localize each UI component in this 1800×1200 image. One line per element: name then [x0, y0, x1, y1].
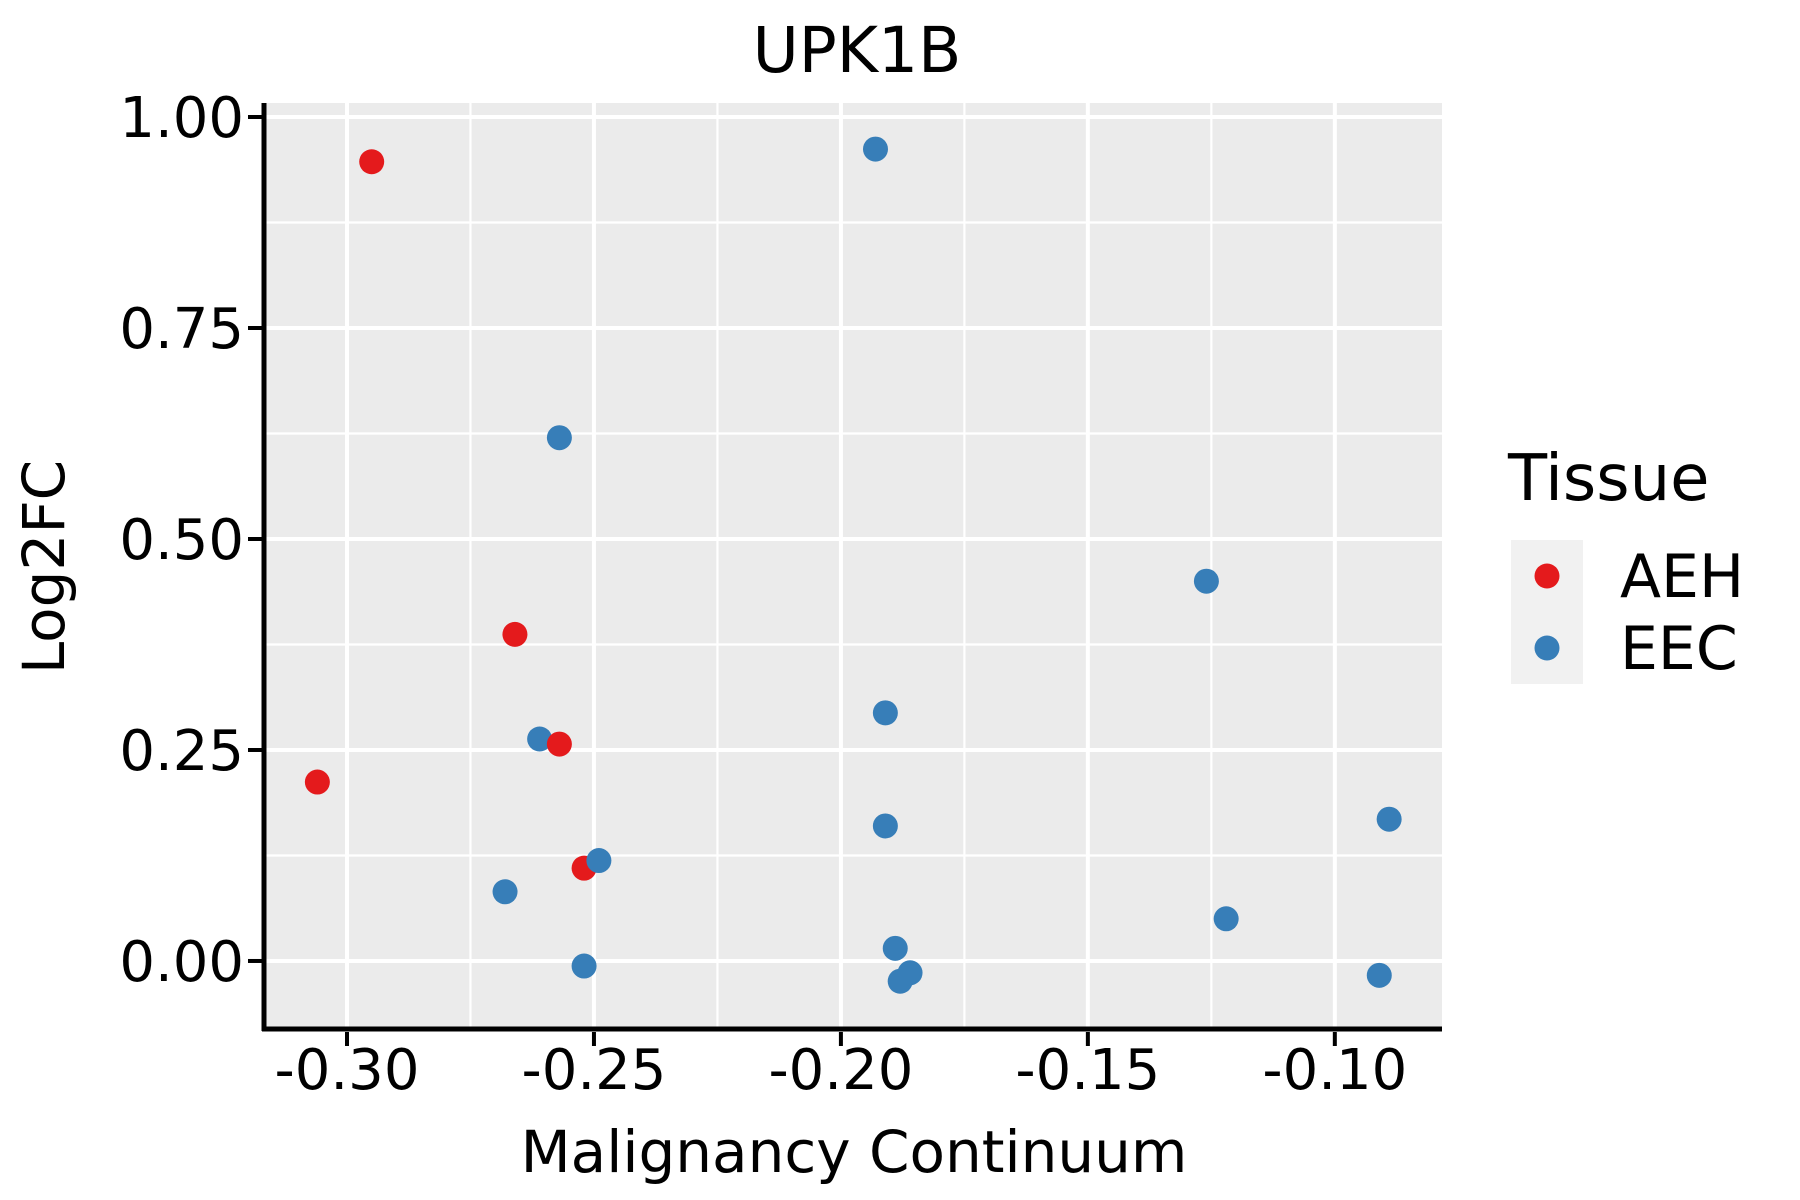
data-point-eec [1376, 806, 1402, 832]
minor-gridlines [266, 103, 1442, 1029]
data-points [304, 136, 1402, 994]
data-point-eec [492, 879, 518, 905]
y-tick-label: 0.50 [119, 508, 244, 573]
x-axis-label: Malignancy Continuum [521, 1118, 1188, 1186]
data-point-eec [527, 726, 553, 752]
x-tick-marks [345, 1032, 1337, 1046]
data-point-eec [546, 425, 572, 451]
data-point-eec [872, 700, 898, 726]
data-point-eec [872, 813, 898, 839]
y-tick-label: 1.00 [119, 86, 244, 151]
y-tick-label: 0.00 [119, 930, 244, 995]
y-tick-labels: 0.00 0.25 0.50 0.75 1.00 [119, 86, 244, 995]
y-axis-label: Log2FC [10, 460, 78, 674]
x-tick-labels: -0.30 -0.25 -0.20 -0.15 -0.10 [275, 1038, 1408, 1103]
y-tick-label: 0.75 [119, 297, 244, 362]
x-tick-label: -0.25 [522, 1038, 667, 1103]
data-point-eec [862, 136, 888, 162]
data-point-aeh [304, 769, 330, 795]
data-point-eec [882, 935, 908, 961]
major-gridlines [266, 103, 1442, 1029]
x-tick-label: -0.30 [275, 1038, 420, 1103]
legend-title: Tissue [1507, 442, 1710, 516]
legend-label-eec: EEC [1620, 614, 1738, 684]
x-tick-label: -0.20 [768, 1038, 913, 1103]
data-point-eec [1366, 962, 1392, 988]
data-point-aeh [546, 731, 572, 757]
data-point-aeh [502, 621, 528, 647]
data-point-aeh [359, 149, 385, 175]
data-point-eec [586, 848, 612, 874]
legend-label-aeh: AEH [1620, 542, 1744, 612]
x-tick-label: -0.10 [1262, 1038, 1407, 1103]
legend: Tissue AEH EEC [1507, 442, 1744, 684]
x-tick-label: -0.15 [1015, 1038, 1160, 1103]
y-tick-marks [248, 115, 262, 963]
data-point-eec [897, 960, 923, 986]
data-point-eec [1213, 906, 1239, 932]
legend-marker-aeh-icon [1534, 563, 1560, 589]
plot-panel [266, 103, 1442, 1029]
chart-title: UPK1B [753, 14, 962, 87]
y-tick-label: 0.25 [119, 719, 244, 784]
data-point-eec [1193, 568, 1219, 594]
legend-marker-eec-icon [1534, 635, 1560, 661]
data-point-eec [571, 953, 597, 979]
